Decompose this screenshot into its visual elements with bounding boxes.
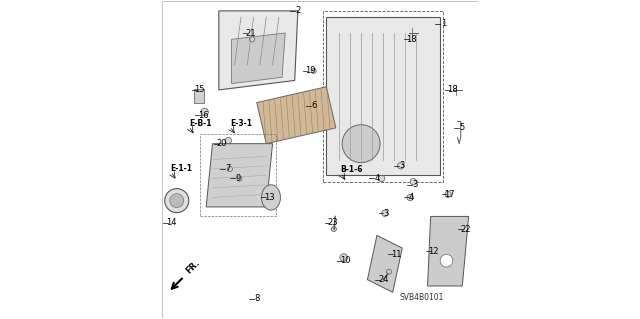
Circle shape	[440, 254, 453, 267]
Text: 3: 3	[399, 161, 405, 170]
Circle shape	[227, 167, 232, 172]
Circle shape	[340, 254, 348, 261]
Text: SVB4B0101: SVB4B0101	[399, 293, 444, 301]
Circle shape	[332, 226, 337, 232]
Text: B-1-6: B-1-6	[340, 165, 363, 174]
Circle shape	[410, 178, 417, 185]
Text: 13: 13	[264, 193, 275, 202]
Polygon shape	[367, 235, 402, 292]
Text: 23: 23	[327, 218, 338, 227]
Circle shape	[381, 210, 388, 216]
Circle shape	[311, 69, 316, 73]
Text: 20: 20	[217, 139, 227, 148]
Circle shape	[237, 176, 242, 181]
Text: 19: 19	[305, 66, 316, 76]
Text: 21: 21	[245, 28, 256, 38]
Polygon shape	[257, 87, 336, 144]
Text: 8: 8	[254, 294, 259, 303]
Circle shape	[164, 189, 189, 213]
Text: 1: 1	[441, 19, 446, 28]
Circle shape	[387, 269, 392, 274]
Text: 2: 2	[295, 6, 301, 15]
Circle shape	[250, 37, 255, 42]
Text: E-3-1: E-3-1	[230, 119, 252, 128]
Text: 7: 7	[226, 165, 231, 174]
Polygon shape	[219, 11, 298, 90]
Text: 16: 16	[198, 111, 208, 120]
Circle shape	[378, 175, 385, 182]
Circle shape	[445, 191, 451, 197]
Text: 14: 14	[166, 218, 177, 227]
Circle shape	[407, 194, 413, 201]
Text: 18: 18	[406, 35, 417, 44]
Text: FR.: FR.	[184, 258, 202, 275]
Text: 3: 3	[384, 209, 389, 218]
Circle shape	[201, 108, 209, 116]
Text: 10: 10	[340, 256, 351, 265]
Text: 9: 9	[235, 174, 241, 183]
Text: 17: 17	[444, 190, 455, 199]
Text: 4: 4	[409, 193, 414, 202]
Circle shape	[170, 194, 184, 208]
Text: 3: 3	[412, 180, 417, 189]
Circle shape	[342, 125, 380, 163]
Text: 18: 18	[447, 85, 458, 94]
Polygon shape	[428, 216, 468, 286]
Ellipse shape	[262, 185, 280, 210]
Text: E-B-1: E-B-1	[189, 119, 211, 128]
Text: 24: 24	[378, 275, 388, 284]
Polygon shape	[232, 33, 285, 84]
FancyBboxPatch shape	[195, 89, 204, 103]
Text: 6: 6	[311, 101, 316, 110]
Circle shape	[397, 163, 404, 169]
Text: 22: 22	[460, 225, 470, 234]
Text: E-1-1: E-1-1	[171, 164, 193, 173]
Text: 4: 4	[374, 174, 380, 183]
Text: 11: 11	[390, 250, 401, 259]
Polygon shape	[326, 17, 440, 175]
Text: 5: 5	[460, 123, 465, 132]
Polygon shape	[206, 144, 273, 207]
Circle shape	[225, 137, 232, 144]
Text: 15: 15	[195, 85, 205, 94]
Text: 12: 12	[429, 247, 439, 256]
